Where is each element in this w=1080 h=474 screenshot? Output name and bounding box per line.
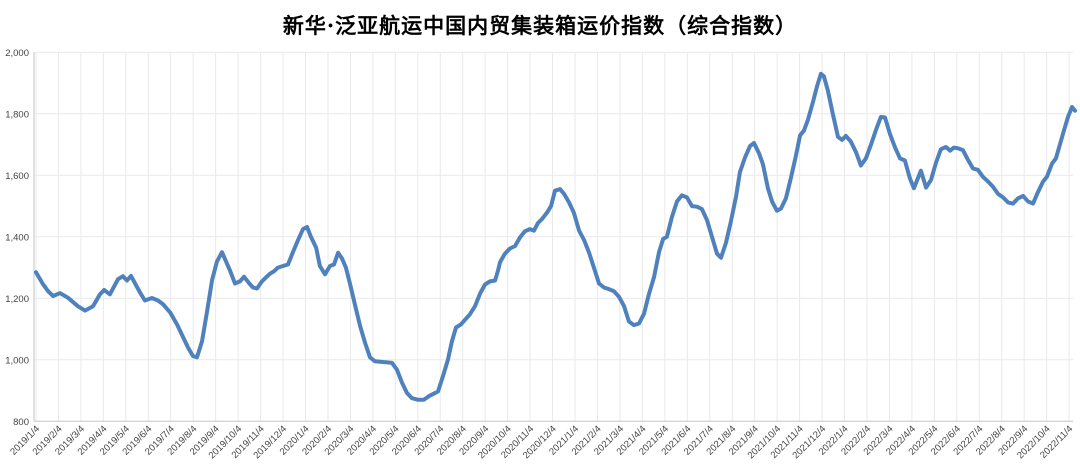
y-tick-label: 1,800	[5, 109, 29, 120]
y-tick-label: 2,000	[5, 48, 29, 59]
y-tick-label: 800	[13, 417, 29, 428]
index-line-series	[34, 71, 1077, 402]
y-tick-label: 1,400	[5, 232, 29, 243]
y-tick-label: 1,200	[5, 294, 29, 305]
y-axis-labels: 800 1,000 1,200 1,400 1,600 1,800 2,000	[5, 48, 29, 428]
chart-title: 新华·泛亚航运中国内贸集装箱运价指数（综合指数）	[282, 13, 798, 38]
x-axis-labels: 2019/1/42019/2/42019/3/42019/4/42019/5/4…	[8, 424, 1075, 462]
index-line	[34, 71, 1077, 402]
y-tick-label: 1,000	[5, 355, 29, 366]
axis-lines	[33, 52, 1073, 422]
gridlines	[34, 51, 1073, 422]
y-tick-label: 1,600	[5, 171, 29, 182]
